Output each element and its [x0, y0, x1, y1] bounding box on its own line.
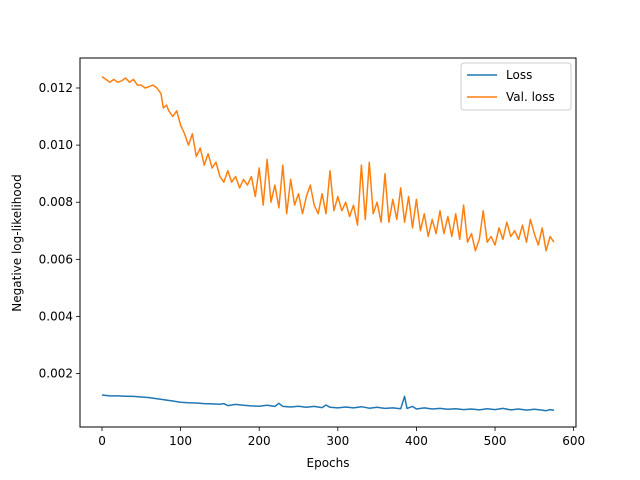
- y-axis: 0.002 0.004 0.006 0.008 0.010 0.012: [39, 81, 80, 381]
- y-tick-label: 0.004: [39, 309, 73, 323]
- legend-label-loss: Loss: [506, 68, 532, 82]
- series-line-val-loss: [101, 75, 555, 252]
- series-layer: [101, 75, 555, 412]
- y-tick-label: 0.012: [39, 81, 73, 95]
- x-tick-label: 100: [169, 434, 192, 448]
- y-tick-label: 0.008: [39, 195, 73, 209]
- x-tick-label: 300: [326, 434, 349, 448]
- x-axis: 0 100 200 300 400 500 600: [98, 427, 585, 448]
- y-tick-label: 0.002: [39, 367, 73, 381]
- x-tick-label: 200: [248, 434, 271, 448]
- series-line-loss: [101, 394, 555, 412]
- y-tick-label: 0.010: [39, 138, 73, 152]
- x-tick-label: 600: [562, 434, 585, 448]
- y-tick-label: 0.006: [39, 252, 73, 266]
- x-tick-label: 400: [405, 434, 428, 448]
- x-tick-label: 0: [98, 434, 106, 448]
- x-axis-label: Epochs: [307, 456, 350, 470]
- plot-frame: [79, 57, 577, 428]
- plot-area: [79, 57, 577, 428]
- legend: Loss Val. loss: [460, 62, 572, 111]
- x-tick-label: 500: [484, 434, 507, 448]
- y-axis-label: Negative log-likelihood: [10, 174, 24, 311]
- legend-label-val-loss: Val. loss: [506, 90, 555, 104]
